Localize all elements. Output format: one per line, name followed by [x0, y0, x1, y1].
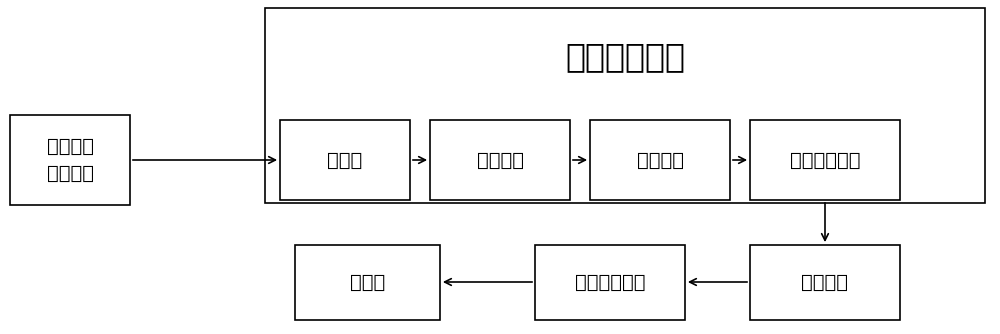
Text: 特征提取: 特征提取 [477, 151, 524, 169]
Text: 脑电信号
采集设备: 脑电信号 采集设备 [46, 137, 94, 183]
Bar [430, 120, 570, 200]
Bar [750, 120, 900, 200]
Text: 机械臂: 机械臂 [350, 273, 385, 292]
Text: 第二命令转换: 第二命令转换 [575, 273, 645, 292]
Bar [265, 8, 985, 203]
Bar [10, 115, 130, 205]
Bar [295, 245, 440, 320]
Text: 第一命令转换: 第一命令转换 [790, 151, 860, 169]
Bar [590, 120, 730, 200]
Bar [750, 245, 900, 320]
Text: 特征提取: 特征提取 [637, 151, 684, 169]
Text: 信号处理设备: 信号处理设备 [565, 40, 685, 73]
Text: 串口电路: 串口电路 [802, 273, 848, 292]
Text: 预处理: 预处理 [327, 151, 363, 169]
Bar [535, 245, 685, 320]
Bar [280, 120, 410, 200]
